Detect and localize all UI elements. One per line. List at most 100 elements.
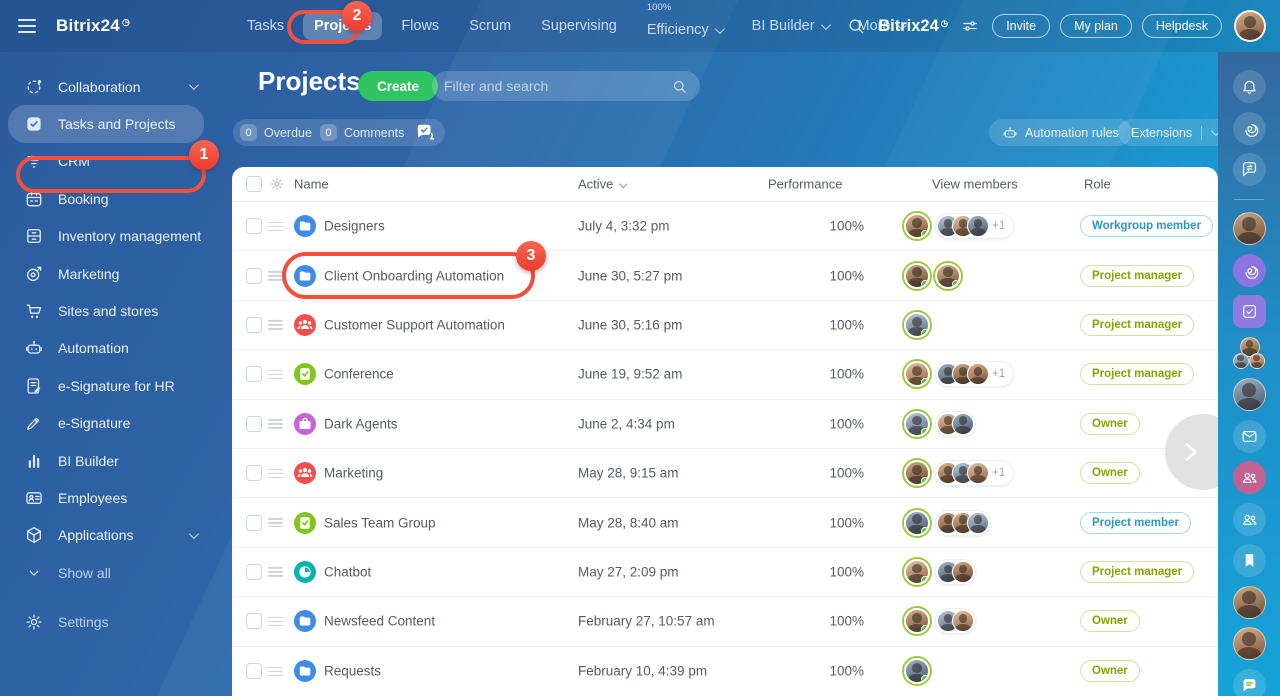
nav-tab-scrum[interactable]: Scrum [458, 12, 522, 40]
table-row[interactable]: Conference June 19, 9:52 am 100% +1 Project … [232, 350, 1218, 400]
drag-handle[interactable] [268, 565, 283, 579]
column-header-active[interactable]: Active [578, 177, 629, 192]
row-checkbox[interactable] [246, 415, 262, 432]
nav-tab-flows[interactable]: Flows [390, 12, 450, 40]
check-square-icon[interactable] [1232, 295, 1266, 328]
chat-check-icon[interactable] [414, 122, 436, 144]
rail-avatar[interactable] [1248, 352, 1265, 369]
sidebar-item-settings[interactable]: Settings [0, 603, 218, 640]
table-settings-gear-icon[interactable] [269, 176, 285, 192]
sidebar-item-automation[interactable]: Automation [0, 330, 218, 367]
sidebar-item-e-signature-for-hr[interactable]: e-Signature for HR [0, 367, 218, 404]
invite-button[interactable]: Invite [992, 14, 1051, 38]
member-avatar[interactable] [904, 658, 930, 685]
rail-avatar-group[interactable] [1232, 336, 1266, 370]
table-row[interactable]: Sales Team Group May 28, 8:40 am 100% Proje… [232, 498, 1218, 548]
bell-icon[interactable] [1232, 70, 1266, 103]
member-avatar[interactable] [952, 560, 974, 583]
search-icon[interactable] [846, 16, 866, 36]
member-avatar[interactable] [967, 363, 989, 386]
drag-handle[interactable] [268, 367, 283, 381]
rail-avatar[interactable] [1232, 352, 1249, 369]
portal-name[interactable]: Bitrix24 ◷ [878, 16, 949, 35]
project-name-link[interactable]: Newsfeed Content [324, 613, 436, 629]
drag-handle[interactable] [268, 268, 283, 282]
members-pill[interactable] [935, 509, 991, 536]
members-pill[interactable] [935, 410, 976, 437]
user-avatar[interactable] [1234, 10, 1266, 42]
select-all-checkbox[interactable] [246, 176, 262, 192]
nav-tab-tasks[interactable]: Tasks [236, 12, 295, 40]
row-checkbox[interactable] [246, 514, 262, 531]
member-avatar[interactable] [967, 511, 989, 534]
member-avatar[interactable] [904, 311, 930, 338]
copilot-icon[interactable] [1232, 111, 1266, 145]
copilot-icon[interactable] [1232, 253, 1266, 287]
project-name-link[interactable]: Dark Agents [324, 416, 398, 432]
project-name-link[interactable]: Customer Support Automation [324, 317, 505, 333]
member-avatar[interactable] [967, 215, 989, 238]
nav-tab-bi-builder[interactable]: BI Builder [741, 12, 839, 40]
row-checkbox[interactable] [246, 613, 262, 630]
member-avatar[interactable] [967, 462, 989, 485]
row-checkbox[interactable] [246, 316, 262, 333]
drag-handle[interactable] [268, 664, 283, 678]
sidebar-item-collaboration[interactable]: Collaboration [0, 68, 218, 105]
sidebar-item-show-all[interactable]: Show all [0, 554, 218, 591]
sidebar-item-e-signature[interactable]: e-Signature [0, 405, 218, 442]
drag-handle[interactable] [268, 515, 283, 529]
sidebar-item-booking[interactable]: Booking [0, 180, 218, 217]
sidebar-item-marketing[interactable]: Marketing [0, 255, 218, 292]
drag-handle[interactable] [268, 318, 283, 332]
sidebar-item-employees[interactable]: Employees [0, 479, 218, 516]
filter-search[interactable] [432, 71, 700, 101]
automation-rules-button[interactable]: Automation rules [989, 119, 1132, 146]
sidebar-item-inventory-management[interactable]: Inventory management [0, 218, 218, 255]
member-avatar[interactable] [904, 213, 930, 240]
counter-overdue[interactable]: 0 Overdue [240, 124, 312, 141]
member-avatar[interactable] [904, 410, 930, 437]
member-avatar[interactable] [904, 361, 930, 388]
row-checkbox[interactable] [246, 663, 262, 680]
rail-avatar[interactable] [1232, 212, 1266, 245]
member-avatar[interactable] [904, 460, 930, 487]
members-pill[interactable] [935, 608, 976, 635]
counter-comments[interactable]: 0 Comments [319, 124, 404, 141]
table-row[interactable]: Designers July 4, 3:32 pm 100% +1 Workgroup … [232, 202, 1218, 252]
people-icon[interactable] [1232, 502, 1266, 536]
project-name-link[interactable]: Sales Team Group [324, 515, 436, 531]
row-checkbox[interactable] [246, 218, 262, 235]
table-row[interactable]: Customer Support Automation June 30, 5:16… [232, 301, 1218, 351]
bookmark-icon[interactable] [1232, 544, 1266, 577]
sidebar-item-bi-builder[interactable]: BI Builder [0, 442, 218, 479]
members-pill[interactable]: +1 [935, 361, 1015, 388]
member-avatar[interactable] [904, 608, 930, 635]
member-avatar[interactable] [935, 262, 961, 289]
people-icon[interactable] [1232, 461, 1266, 494]
drag-handle[interactable] [268, 219, 283, 233]
mail-icon[interactable] [1232, 419, 1266, 453]
helpdesk-button[interactable]: Helpdesk [1141, 14, 1222, 38]
row-checkbox[interactable] [246, 366, 262, 383]
row-checkbox[interactable] [246, 267, 262, 284]
sliders-icon[interactable] [960, 16, 980, 36]
nav-tab-supervising[interactable]: Supervising [530, 12, 628, 40]
rail-avatar[interactable] [1232, 627, 1266, 660]
project-name-link[interactable]: Client Onboarding Automation [324, 268, 505, 284]
nav-tab-efficiency[interactable]: 100% Efficiency [636, 2, 733, 44]
member-avatar[interactable] [904, 509, 930, 536]
members-pill[interactable]: +1 [935, 460, 1015, 487]
project-name-link[interactable]: Chatbot [324, 564, 372, 580]
project-name-link[interactable]: Marketing [324, 465, 384, 481]
table-row[interactable]: Newsfeed Content February 27, 10:57 am 100… [232, 597, 1218, 647]
sidebar-item-applications[interactable]: Applications [0, 517, 218, 554]
filter-search-input[interactable] [444, 78, 671, 94]
rail-avatar[interactable] [1232, 585, 1266, 619]
chat-arrows-icon[interactable] [1232, 153, 1266, 186]
drag-handle[interactable] [268, 466, 283, 480]
row-checkbox[interactable] [246, 465, 262, 482]
my-plan-button[interactable]: My plan [1060, 14, 1132, 38]
table-row[interactable]: Client Onboarding Automation June 30, 5:2… [232, 251, 1218, 301]
member-avatar[interactable] [904, 558, 930, 585]
member-avatar[interactable] [952, 610, 974, 633]
